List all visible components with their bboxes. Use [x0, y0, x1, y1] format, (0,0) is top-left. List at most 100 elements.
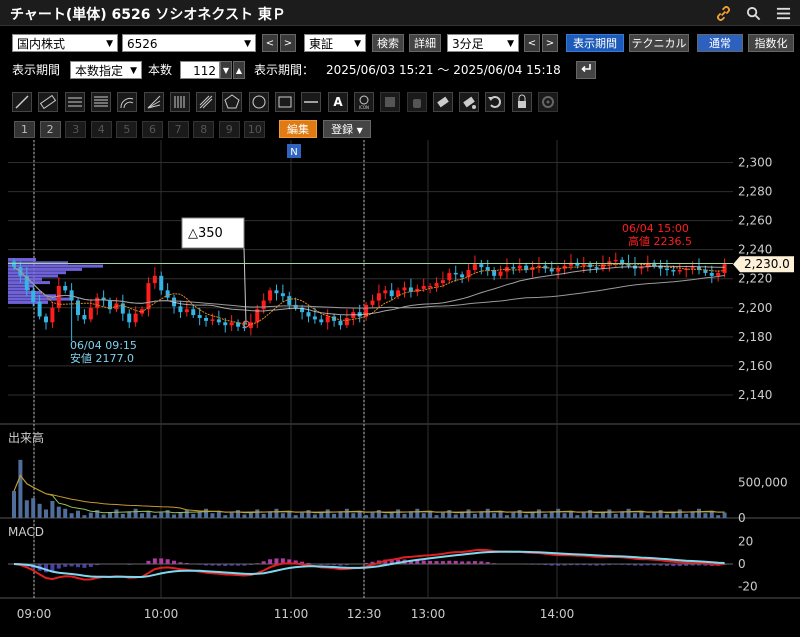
exchange-select[interactable]: 東証 ▼ — [304, 34, 366, 52]
preset-6-button[interactable]: 6 — [142, 121, 163, 138]
candle-body — [716, 272, 721, 276]
undo-tool[interactable] — [485, 92, 506, 112]
index-button[interactable]: 指数化 — [748, 34, 794, 52]
macd-histogram-bar — [543, 564, 548, 566]
vertical-lines-tool[interactable] — [169, 92, 190, 112]
candle-body — [549, 268, 554, 272]
lock-tool[interactable] — [511, 92, 532, 112]
preset-7-button[interactable]: 7 — [167, 121, 189, 138]
count-down-button[interactable]: ▼ — [220, 61, 232, 79]
trendline-tool[interactable] — [12, 92, 32, 112]
text-tool[interactable]: A — [327, 92, 348, 112]
macd-histogram-bar — [556, 564, 561, 566]
arc-tool[interactable] — [117, 92, 138, 112]
macd-histogram-bar — [44, 564, 49, 573]
pentagon-tool[interactable] — [222, 92, 243, 112]
macd-histogram-bar — [300, 561, 305, 564]
technical-button[interactable]: テクニカル — [629, 34, 689, 52]
preset-2-button[interactable]: 2 — [39, 121, 61, 138]
menu-icon[interactable] — [774, 4, 792, 22]
volume-bar — [325, 509, 330, 518]
macd-histogram-bar — [159, 558, 164, 564]
horizontal-line-tool[interactable] — [301, 92, 322, 112]
volume-bar — [696, 508, 701, 518]
macd-histogram-bar — [658, 564, 663, 566]
window-title: チャート(単体) 6526 ソシオネクスト 東Ｐ — [10, 7, 286, 23]
preset-4-button[interactable]: 4 — [90, 121, 112, 138]
exchange-select-value: 東証 — [309, 37, 334, 51]
preset-8-button[interactable]: 8 — [193, 121, 215, 138]
normal-button[interactable]: 通常 — [697, 34, 743, 52]
macd-histogram-bar — [88, 564, 93, 567]
settings-tool[interactable] — [538, 92, 558, 112]
volume-bar — [376, 510, 381, 518]
volume-bar — [453, 514, 458, 518]
preset-9-button[interactable]: 9 — [218, 121, 240, 138]
next-interval-button[interactable]: > — [542, 34, 558, 52]
search-icon[interactable] — [744, 4, 762, 22]
candle-body — [408, 287, 413, 292]
eraser-all-tool[interactable] — [459, 92, 480, 112]
preset-1-button[interactable]: 1 — [14, 121, 35, 138]
macd-histogram-bar — [370, 561, 375, 564]
icon-stamp-tool[interactable]: ICON — [353, 92, 374, 112]
volume-bar — [594, 514, 599, 518]
macd-histogram-bar — [261, 561, 266, 564]
eraser-tool[interactable] — [432, 92, 453, 112]
macd-histogram-bar — [229, 564, 234, 566]
candle-body — [722, 264, 727, 273]
reset-range-button[interactable] — [576, 61, 596, 79]
preset-10-button[interactable]: 10 — [244, 121, 266, 138]
register-button[interactable]: 登録 ▼ — [323, 120, 371, 138]
macd-histogram-bar — [696, 564, 701, 566]
candle-body — [127, 313, 132, 323]
detail-button[interactable]: 詳細 — [409, 34, 441, 52]
svg-text:A: A — [333, 95, 343, 109]
circle-tool[interactable] — [248, 92, 269, 112]
candle-body — [376, 293, 381, 301]
display-period-button[interactable]: 表示期間 — [566, 34, 624, 52]
volume-profile-bar — [8, 258, 36, 261]
horizontal-lines-tool[interactable] — [64, 92, 85, 112]
next-code-button[interactable]: > — [280, 34, 296, 52]
candle-body — [690, 267, 695, 269]
candle-body — [63, 286, 68, 291]
chart-area[interactable]: 2,300 2,280 2,260 2,240 2,220 2,200 2,180 2,160… — [0, 140, 800, 637]
lock-icon — [517, 94, 526, 108]
volume-bar — [428, 510, 433, 518]
link-icon[interactable] — [714, 4, 732, 22]
volume-bar — [274, 508, 279, 518]
edit-button[interactable]: 編集 — [279, 120, 317, 138]
grid-lines-tool[interactable] — [90, 92, 111, 112]
count-mode-select[interactable]: 本数指定 ▼ — [70, 61, 142, 79]
macd-histogram-bar — [408, 560, 413, 564]
pitchfork-tool[interactable] — [196, 92, 217, 112]
candle-body — [332, 316, 337, 321]
volume-bar — [184, 509, 189, 518]
candle-body — [575, 262, 580, 266]
copy-tool[interactable] — [380, 92, 401, 112]
search-button[interactable]: 検索 — [372, 34, 404, 52]
ruler-tool[interactable] — [38, 92, 59, 112]
rectangle-tool[interactable] — [275, 92, 295, 112]
news-marker — [287, 144, 301, 158]
code-input[interactable]: 6526 ▼ — [122, 34, 256, 52]
candle-body — [37, 301, 42, 317]
hand-tool[interactable] — [406, 92, 427, 112]
svg-text:ICON: ICON — [359, 105, 369, 110]
count-up-button[interactable]: ▲ — [233, 61, 245, 79]
time-tick-label: 12:30 — [347, 607, 382, 621]
volume-bar — [319, 511, 324, 518]
market-select[interactable]: 国内株式 ▼ — [12, 34, 118, 52]
prev-code-button[interactable]: < — [262, 34, 278, 52]
volume-bar — [588, 510, 593, 518]
volume-bar — [300, 512, 305, 518]
candle-body — [44, 316, 49, 323]
interval-select[interactable]: 3分足 ▼ — [447, 34, 519, 52]
volume-bar — [31, 498, 36, 518]
prev-interval-button[interactable]: < — [524, 34, 540, 52]
preset-3-button[interactable]: 3 — [65, 121, 87, 138]
preset-5-button[interactable]: 5 — [116, 121, 138, 138]
count-input[interactable]: 112 — [180, 61, 220, 79]
fan-tool[interactable] — [143, 92, 164, 112]
